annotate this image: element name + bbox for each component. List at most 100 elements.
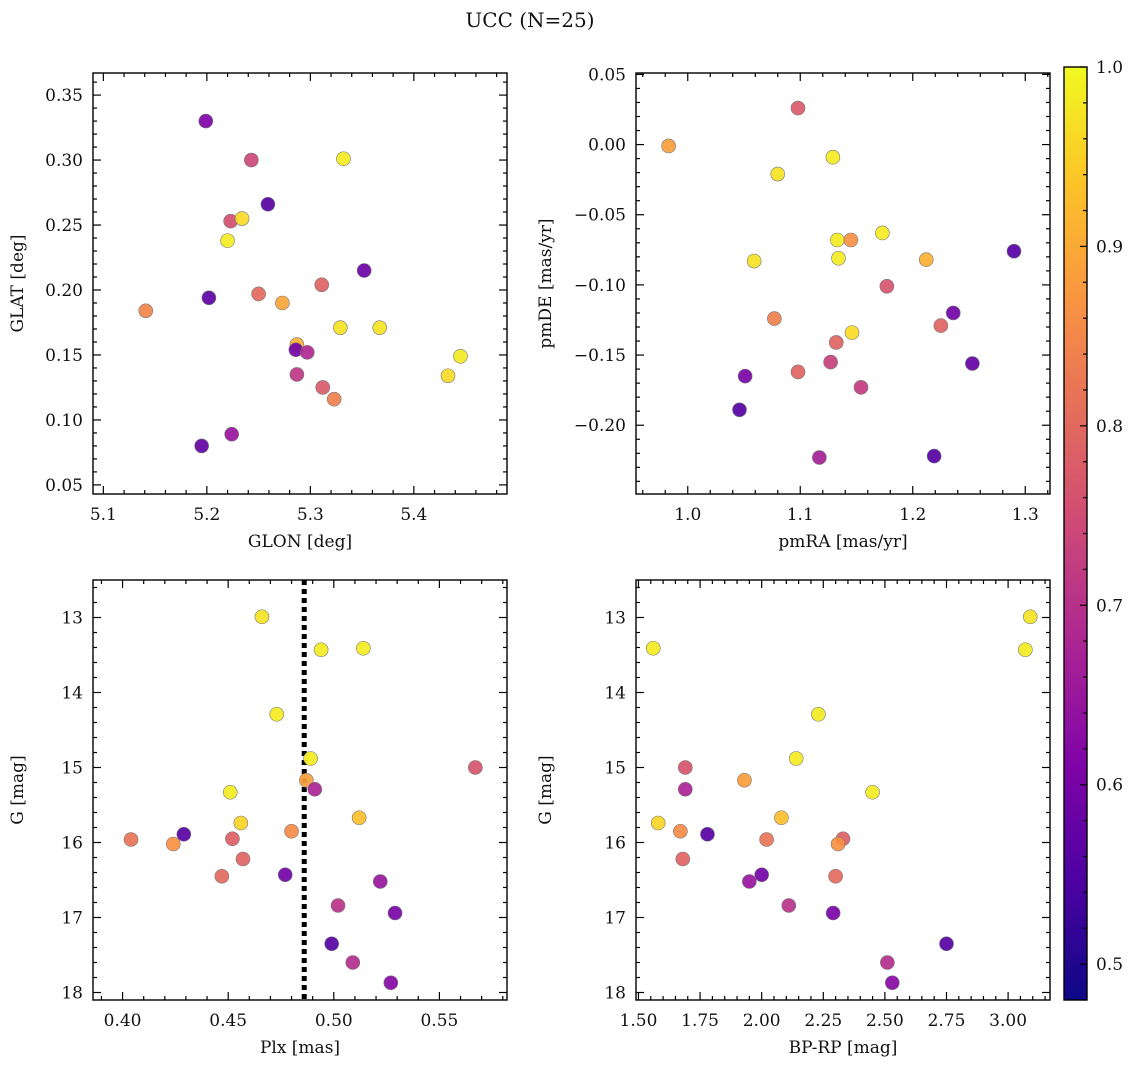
data-point (299, 345, 315, 360)
data-point (675, 851, 691, 867)
y-tick-label: 0.00 (588, 136, 626, 156)
data-point (269, 706, 285, 722)
data-point (737, 368, 753, 384)
data-point (661, 138, 676, 154)
data-point (303, 751, 318, 766)
data-point (830, 836, 846, 852)
y-tick-label: 17 (61, 909, 83, 929)
data-point (372, 874, 388, 889)
subplots: 5.1 5.2 5.3 5.4 0.05 0.10 0.15 0.20 0.25 0.30 0.35… (8, 65, 1051, 1058)
data-point (933, 318, 949, 333)
data-point (965, 356, 980, 371)
data-point (825, 905, 841, 921)
data-point (1022, 609, 1038, 625)
x-tick-label: 2.50 (866, 1011, 904, 1031)
data-point (1006, 243, 1022, 259)
data-point (225, 831, 240, 847)
y-tick-label: 0.30 (45, 151, 83, 171)
colorbar-tick-label: 0.5 (1096, 955, 1123, 975)
data-point (790, 100, 806, 116)
subplot-plx-g: 0.40 0.45 0.50 0.55 13 14 15 16 17 18 Plx [mas] G [… (8, 579, 508, 1058)
data-point (123, 832, 139, 847)
data-point (222, 784, 238, 800)
data-point (440, 368, 456, 384)
data-point (254, 609, 270, 625)
x-axis-label: pmRA [mas/yr] (778, 532, 907, 552)
subplot-bprp-g: 1.50 1.75 2.00 2.25 2.50 2.75 3.00 13 14 15 16 17 18… (536, 579, 1051, 1058)
data-point (788, 751, 804, 766)
x-tick-label: 2.25 (804, 1011, 842, 1031)
data-point (645, 640, 661, 656)
y-axis-label: G [mag] (8, 755, 28, 824)
data-point (843, 232, 859, 248)
colorbar-gradient (1064, 67, 1087, 1000)
data-point (1018, 642, 1033, 658)
y-tick-label: 16 (61, 834, 83, 854)
data-point (746, 253, 762, 269)
data-point (326, 391, 342, 407)
y-tick-label: 15 (604, 759, 626, 779)
y-tick-label: 0.20 (45, 281, 83, 301)
data-point (790, 364, 806, 380)
data-point (759, 832, 774, 847)
data-point (383, 975, 399, 991)
x-axis-label: BP-RP [mag] (789, 1038, 898, 1058)
y-tick-label: 14 (604, 684, 626, 704)
colorbar-tick-label: 0.8 (1096, 417, 1123, 437)
data-point (194, 438, 209, 454)
data-point (673, 823, 688, 839)
colorbar-tick-label: 1.0 (1096, 58, 1123, 78)
data-point (880, 955, 895, 970)
data-point (926, 448, 942, 464)
data-point (945, 305, 961, 321)
data-point (307, 781, 323, 797)
data-point (201, 290, 217, 306)
x-tick-label: 2.75 (928, 1011, 966, 1031)
plot-frame (635, 72, 1051, 495)
data-point (650, 815, 666, 831)
data-point (289, 367, 305, 382)
data-point (939, 936, 954, 952)
data-point (742, 874, 757, 889)
data-point (828, 335, 844, 350)
data-point (468, 760, 483, 775)
x-tick-label: 3.00 (989, 1011, 1027, 1031)
data-point (844, 325, 860, 340)
data-point (918, 252, 934, 267)
x-tick-label: 5.2 (193, 505, 220, 525)
data-point (234, 211, 250, 226)
x-tick-label: 1.1 (787, 505, 814, 525)
colorbar-tick-label: 0.6 (1096, 776, 1123, 796)
x-tick-label: 5.1 (90, 505, 117, 525)
data-point (224, 426, 239, 442)
y-tick-label: −0.20 (574, 416, 626, 436)
data-point (235, 851, 251, 867)
x-tick-label: 1.0 (674, 505, 701, 525)
subplot-glon-glat: 5.1 5.2 5.3 5.4 0.05 0.10 0.15 0.20 0.25 0.30 0.35… (8, 72, 508, 552)
data-point (865, 784, 880, 800)
data-point (823, 354, 838, 370)
data-point (677, 760, 693, 775)
x-tick-label: 1.2 (899, 505, 926, 525)
data-point (453, 348, 468, 364)
y-tick-label: −0.05 (574, 206, 626, 226)
data-point (781, 898, 797, 913)
data-point (336, 151, 351, 167)
y-tick-label: 18 (604, 984, 626, 1004)
data-point (260, 196, 276, 212)
data-point (351, 810, 367, 826)
x-tick-label: 5.4 (400, 505, 427, 525)
data-point (387, 905, 403, 921)
x-tick-label: 0.40 (104, 1011, 142, 1031)
colorbar: 0.5 0.6 0.7 0.8 0.9 1.0 (1063, 58, 1123, 1001)
x-tick-label: 0.50 (315, 1011, 353, 1031)
y-tick-label: 13 (61, 609, 83, 629)
data-point (284, 823, 299, 839)
data-point (770, 166, 786, 182)
plot-frame (635, 579, 1051, 1001)
y-axis-label: G [mag] (536, 755, 556, 824)
plot-frame (92, 579, 508, 1001)
data-point (828, 868, 843, 884)
data-point (737, 772, 752, 788)
